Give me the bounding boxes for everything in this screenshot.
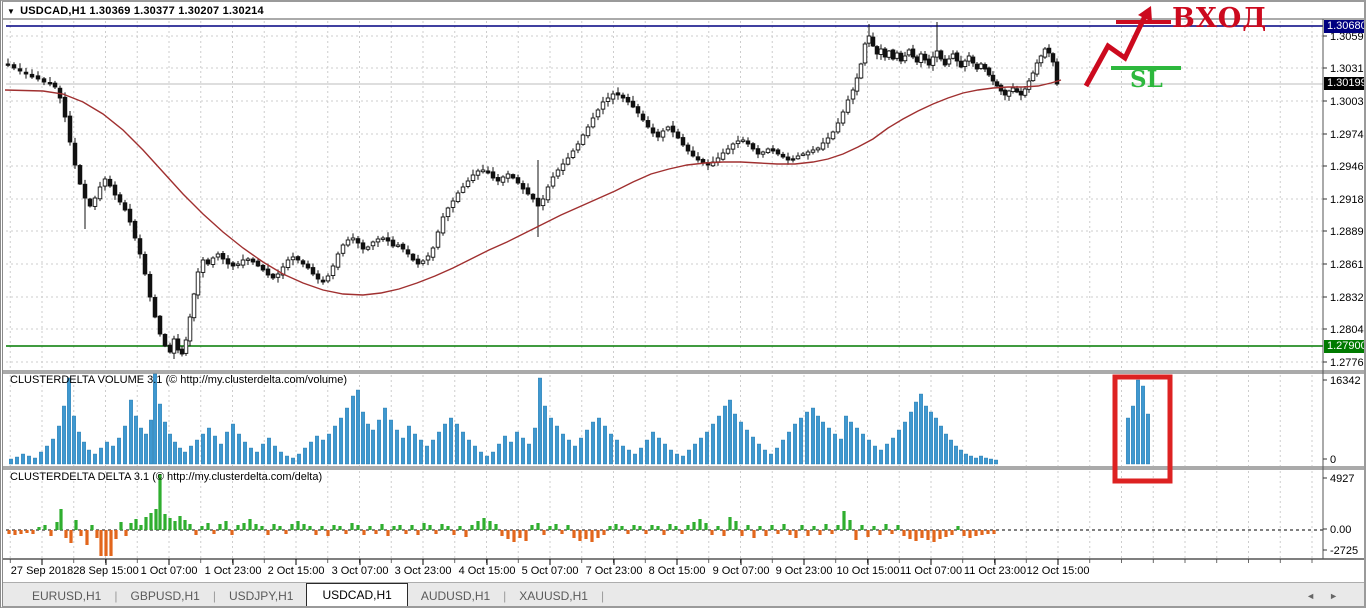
svg-text:1.28895: 1.28895 xyxy=(1330,226,1366,238)
svg-text:1.30595: 1.30595 xyxy=(1330,31,1366,43)
svg-text:1.27760: 1.27760 xyxy=(1330,357,1366,369)
svg-text:5 Oct 07:00: 5 Oct 07:00 xyxy=(522,565,579,577)
svg-text:1.28325: 1.28325 xyxy=(1330,292,1366,304)
svg-text:1.29745: 1.29745 xyxy=(1330,129,1366,141)
chart-canvas[interactable]: 1.30595 1.30315 1.30030 1.29745 1.29460 1.291… xyxy=(3,2,1366,608)
tab-scroll-left-icon[interactable]: ◄ xyxy=(1306,591,1316,601)
svg-text:3 Oct 23:00: 3 Oct 23:00 xyxy=(395,565,452,577)
svg-text:11 Oct 07:00: 11 Oct 07:00 xyxy=(900,565,962,577)
svg-text:12 Oct 15:00: 12 Oct 15:00 xyxy=(1027,565,1090,577)
svg-text:-2725: -2725 xyxy=(1330,545,1358,557)
svg-text:1.30030: 1.30030 xyxy=(1330,96,1366,108)
price-label-support-line: 1.27900 xyxy=(1324,340,1364,353)
svg-text:4 Oct 15:00: 4 Oct 15:00 xyxy=(459,565,516,577)
volume-indicator-label: CLUSTERDELTA VOLUME 3.1 (© http://my.clu… xyxy=(10,374,347,386)
symbol-tab-bar: EURUSD,H1 | GBPUSD,H1 | USDJPY,H1 USDCAD,H1 AU… xyxy=(3,582,1364,606)
tab-separator: | xyxy=(212,589,216,603)
tab-audusd-h1[interactable]: AUDUSD,H1 xyxy=(420,589,491,603)
svg-text:10 Oct 15:00: 10 Oct 15:00 xyxy=(837,565,900,577)
tab-usdjpy-h1[interactable]: USDJPY,H1 xyxy=(228,589,294,603)
svg-text:16342: 16342 xyxy=(1330,375,1361,387)
tab-xauusd-h1[interactable]: XAUUSD,H1 xyxy=(519,589,588,603)
chart-title: USDCAD,H1 1.30369 1.30377 1.30207 1.3021… xyxy=(20,5,264,17)
svg-text:9 Oct 07:00: 9 Oct 07:00 xyxy=(713,565,770,577)
svg-text:0: 0 xyxy=(1330,454,1336,466)
stoploss-annotation-text: SL xyxy=(1130,66,1163,93)
price-label-high-line: 1.30680 xyxy=(1324,20,1364,33)
chart-title-bar: ▼ USDCAD,H1 1.30369 1.30377 1.30207 1.30… xyxy=(7,4,264,18)
tab-scroll-right-icon[interactable]: ► xyxy=(1329,591,1338,601)
svg-text:4927: 4927 xyxy=(1330,473,1354,485)
tab-separator: | xyxy=(600,589,605,603)
svg-text:11 Oct 23:00: 11 Oct 23:00 xyxy=(964,565,1026,577)
svg-text:0.00: 0.00 xyxy=(1330,524,1351,536)
svg-text:1 Oct 23:00: 1 Oct 23:00 xyxy=(205,565,262,577)
tab-separator: | xyxy=(114,589,118,603)
svg-text:1.29180: 1.29180 xyxy=(1330,194,1366,206)
svg-text:1.28610: 1.28610 xyxy=(1330,259,1366,271)
svg-text:1.29460: 1.29460 xyxy=(1330,161,1366,173)
svg-text:7 Oct 23:00: 7 Oct 23:00 xyxy=(586,565,643,577)
chart-dropdown-icon[interactable]: ▼ xyxy=(7,6,16,16)
svg-text:1.28045: 1.28045 xyxy=(1330,324,1366,336)
tabs-host: EURUSD,H1 | GBPUSD,H1 | USDJPY,H1 USDCAD,H1 AU… xyxy=(19,583,605,606)
svg-text:9 Oct 23:00: 9 Oct 23:00 xyxy=(776,565,833,577)
tab-scroll-buttons: ◄ ► xyxy=(1306,591,1338,601)
svg-text:8 Oct 15:00: 8 Oct 15:00 xyxy=(649,565,706,577)
svg-text:1 Oct 07:00: 1 Oct 07:00 xyxy=(141,565,198,577)
entry-annotation-text: ВХОД xyxy=(1172,3,1268,34)
tab-separator: | xyxy=(503,589,507,603)
tab-gbpusd-h1[interactable]: GBPUSD,H1 xyxy=(130,589,200,603)
svg-text:28 Sep 15:00: 28 Sep 15:00 xyxy=(73,565,138,577)
price-label-current-bid: 1.30199 xyxy=(1324,77,1364,90)
tab-eurusd-h1[interactable]: EURUSD,H1 xyxy=(32,589,102,603)
svg-text:27 Sep 2018: 27 Sep 2018 xyxy=(11,565,73,577)
svg-text:2 Oct 15:00: 2 Oct 15:00 xyxy=(268,565,325,577)
svg-text:1.30315: 1.30315 xyxy=(1330,63,1366,75)
svg-text:3 Oct 07:00: 3 Oct 07:00 xyxy=(332,565,389,577)
delta-indicator-label: CLUSTERDELTA DELTA 3.1 (© http://my.clus… xyxy=(10,471,323,483)
tab-usdcad-h1[interactable]: USDCAD,H1 xyxy=(306,583,408,606)
